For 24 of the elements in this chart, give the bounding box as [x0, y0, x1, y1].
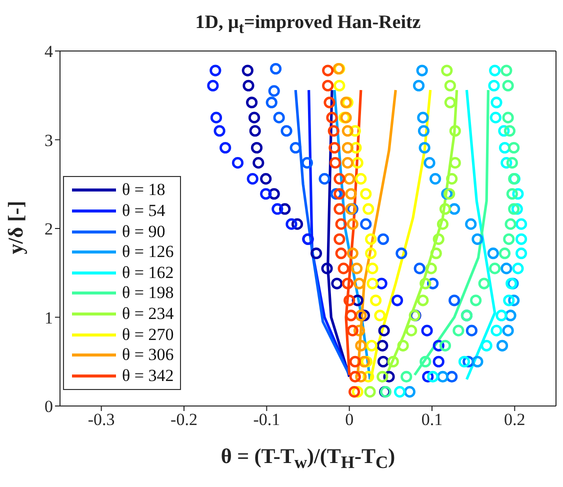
- x-axis-title: θ = (T-T$_{w}$)/(T$_{H}$-T$_{C}$): [220, 444, 396, 474]
- y-tick-label: 1: [44, 308, 53, 328]
- y-axis-title: y/δ [-]: [4, 200, 28, 256]
- y-tick-label: 4: [44, 42, 54, 62]
- y-tick-label: 0: [44, 397, 53, 416]
- legend-label: θ = 342: [122, 366, 174, 386]
- legend-label: θ = 90: [122, 222, 166, 242]
- x-tick-label: 0: [345, 410, 354, 430]
- legend-label: θ = 126: [122, 242, 174, 262]
- x-tick-label: -0.1: [253, 410, 280, 430]
- x-tick-label: 0.2: [504, 410, 526, 430]
- legend-label: θ = 54: [122, 200, 166, 221]
- chart-title: 1D, μ$_{t}$=improved Han-Reitz: [194, 12, 422, 38]
- legend-label: θ = 270: [122, 324, 174, 345]
- x-tick-label: -0.2: [170, 410, 198, 430]
- y-tick-label: 3: [44, 130, 53, 150]
- legend-label: θ = 306: [122, 345, 174, 366]
- legend-label: θ = 234: [122, 304, 174, 324]
- legend-label: θ = 162: [122, 262, 174, 283]
- x-tick-label: 0.1: [421, 410, 443, 430]
- x-tick-label: -0.3: [88, 410, 115, 430]
- legend-label: θ = 18: [122, 180, 166, 200]
- legend-label: θ = 198: [122, 283, 174, 304]
- y-tick-label: 2: [44, 220, 53, 239]
